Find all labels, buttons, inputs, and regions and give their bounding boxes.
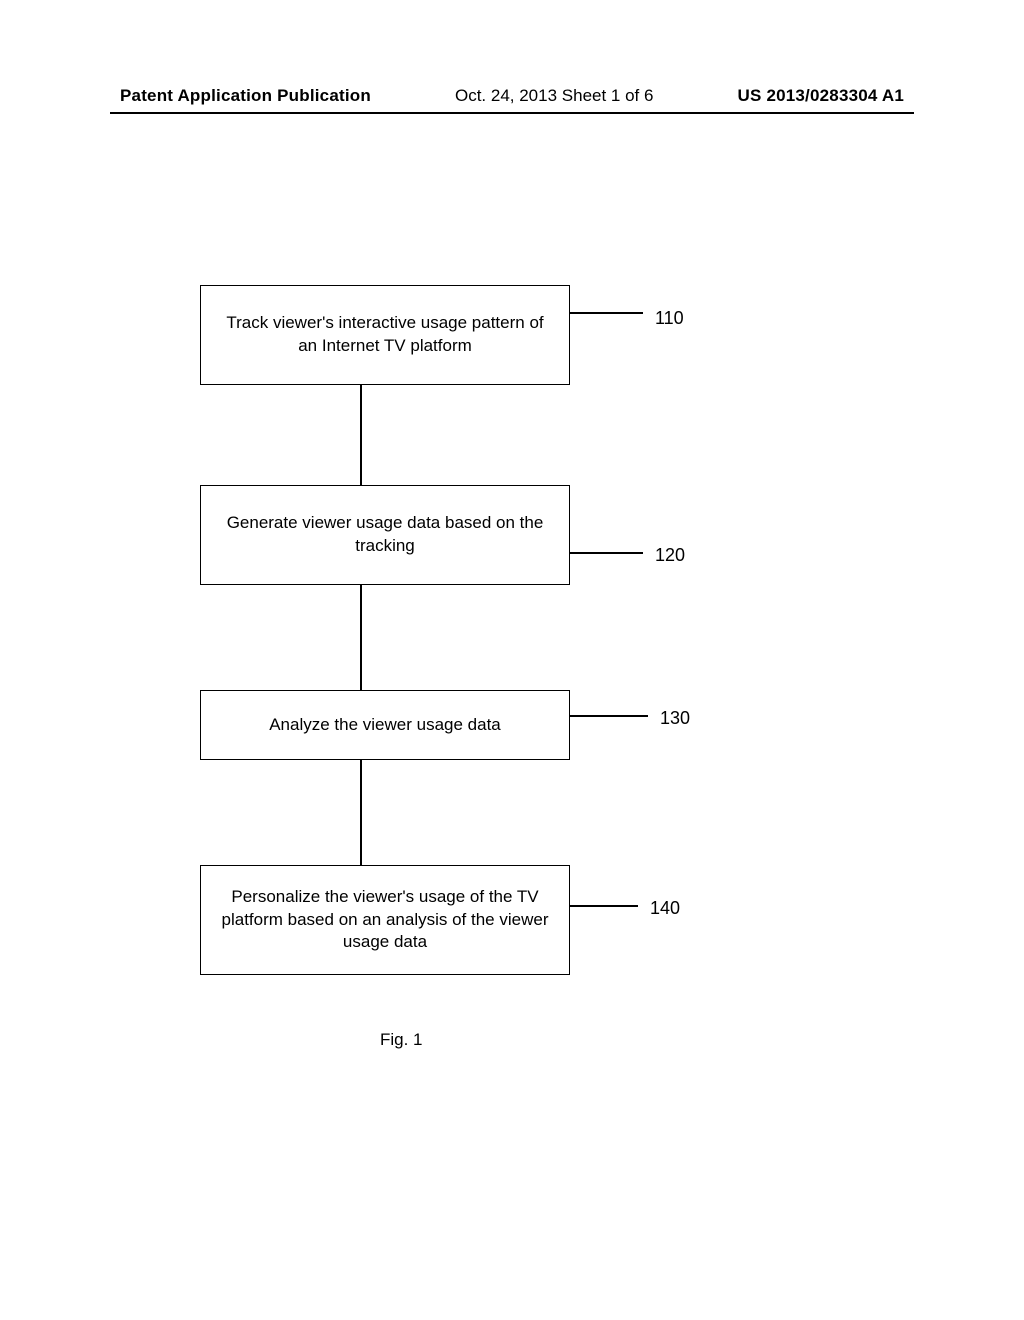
patent-page: Patent Application Publication Oct. 24, …	[0, 0, 1024, 1320]
flow-step-4-leader	[570, 905, 638, 907]
flow-step-4-number: 140	[650, 898, 680, 919]
flow-step-1: Track viewer's interactive usage pattern…	[200, 285, 570, 385]
flow-step-4: Personalize the viewer's usage of the TV…	[200, 865, 570, 975]
flowchart: Track viewer's interactive usage pattern…	[0, 0, 1024, 1320]
flow-step-3-number: 130	[660, 708, 690, 729]
flow-step-2-number: 120	[655, 545, 685, 566]
flow-step-3-leader	[570, 715, 648, 717]
flow-connector-2	[360, 585, 362, 690]
flow-step-1-number: 110	[655, 308, 684, 329]
flow-step-1-leader	[570, 312, 643, 314]
flow-step-3: Analyze the viewer usage data	[200, 690, 570, 760]
flow-connector-1	[360, 385, 362, 485]
flow-step-2-leader	[570, 552, 643, 554]
figure-caption: Fig. 1	[380, 1030, 423, 1050]
flow-connector-3	[360, 760, 362, 865]
flow-step-2: Generate viewer usage data based on the …	[200, 485, 570, 585]
